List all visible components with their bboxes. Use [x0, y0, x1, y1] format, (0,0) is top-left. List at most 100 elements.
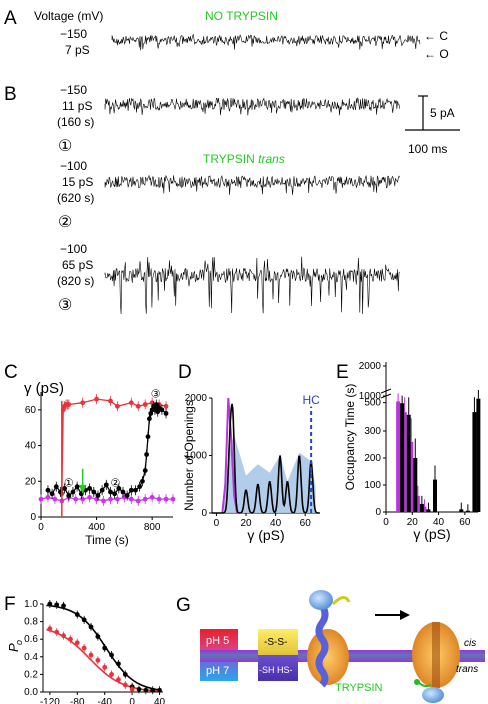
c-red-point [66, 402, 72, 407]
c-purple-point [163, 496, 169, 502]
f-y-tick-label: 0.4 [24, 652, 38, 663]
f-y-tick-label: 0.0 [24, 687, 38, 698]
panel-a-conductance: 7 pS [65, 43, 90, 57]
f-y-tick-label: 0.2 [24, 669, 38, 680]
c-black-point [133, 487, 138, 493]
pore-lumen [432, 622, 440, 688]
f-black-point [61, 603, 66, 609]
cis-label: cis [464, 638, 476, 649]
c-black-point [120, 489, 126, 495]
e-purple-bar [422, 506, 427, 512]
f-y-tick-label: 0.8 [24, 617, 38, 628]
c-purple-point [156, 496, 162, 502]
f-black-point [95, 634, 101, 639]
trypsin-label: TRYPSIN [335, 682, 383, 694]
c-x-tick-label: 800 [144, 522, 161, 533]
f-x-tick-label: -40 [97, 697, 112, 704]
c-black-point [62, 486, 68, 491]
d-x-tick-label: 60 [300, 518, 312, 529]
e-black-bar [426, 509, 431, 512]
trace1-time: (160 s) [57, 115, 94, 129]
c-black-point [87, 486, 93, 491]
panel-a-letter: A [4, 8, 17, 29]
c-black-point [142, 468, 148, 473]
e-x-tick-label: 20 [407, 517, 419, 528]
c-marker-2: ② [110, 478, 120, 490]
disulfide-box [258, 629, 298, 655]
e-black-bar [433, 479, 437, 512]
e-y-tick-label: 200 [364, 453, 381, 464]
scale-current-label: 5 pA [430, 106, 455, 120]
trace2-marker: ② [58, 214, 72, 231]
e-black-bar [459, 509, 464, 512]
panel-b-letter: B [4, 84, 17, 105]
trace3-marker: ③ [58, 297, 72, 314]
f-red-point [109, 672, 114, 677]
panel-a-voltage-header: Voltage (mV) [34, 9, 103, 23]
d-x-label: γ (pS) [247, 527, 284, 543]
c-purple-point [45, 494, 51, 500]
e-black-bar [413, 458, 418, 512]
c-black-point [53, 484, 59, 490]
e-purple-bar [402, 412, 407, 512]
c-black-point [144, 452, 150, 457]
trace1-conductance: 11 pS [62, 99, 92, 113]
c-black-point [124, 493, 130, 498]
trace3-time: (820 s) [57, 274, 94, 288]
f-black-point [122, 672, 128, 677]
ph5-label: pH 5 [206, 635, 229, 647]
c-marker-3: ③ [151, 388, 161, 400]
c-purple-point [142, 496, 148, 502]
thiol-box [258, 655, 298, 681]
f-black-point [143, 687, 149, 693]
panel-c-ylabel: γ (pS) [24, 380, 64, 397]
trypsin-title: TRYPSIN trans [203, 152, 285, 166]
channel-closed-pore [307, 629, 349, 685]
trace2-conductance: 15 pS [62, 175, 93, 189]
c-red-point [115, 403, 120, 409]
c-black-point [103, 482, 109, 488]
f-x-tick-label: 40 [154, 697, 166, 704]
c-black-point [70, 489, 76, 495]
e-black-bar [476, 398, 481, 512]
c-purple-point [87, 494, 93, 500]
panel-e-letter: E [336, 362, 349, 383]
c-y-tick-label: 20 [25, 476, 37, 487]
d-y-tick-label: 0 [201, 508, 207, 519]
released-domain-icon [422, 687, 444, 703]
panel-d-letter: D [178, 362, 192, 383]
chart-c: 0 400 800 0 20 40 60 Time (s) ① ② ③ [25, 388, 176, 547]
e-black-bar [406, 414, 411, 512]
e-y-tick-label: 500 [364, 398, 381, 409]
disulfide-label: -S-S- [264, 637, 287, 648]
f-y-tick-label: 1.0 [24, 599, 38, 610]
c-black-point [99, 487, 105, 493]
c-purple-point [170, 496, 176, 502]
e-purple-bar [409, 441, 414, 512]
ph7-label: pH 7 [206, 665, 229, 677]
thiol-label: -SH HS- [259, 665, 293, 675]
f-y-tick-label: 0.6 [24, 634, 38, 645]
e-black-bar [419, 503, 424, 512]
e-y-tick-label: 100 [364, 480, 381, 491]
f-red-point [102, 664, 108, 670]
c-purple-point [128, 496, 134, 502]
d-black-fit [212, 403, 320, 514]
d-y-tick-label: 1000 [185, 451, 208, 462]
c-black-point [140, 478, 145, 484]
f-black-point [74, 612, 80, 617]
c-x-tick-label: 400 [88, 522, 105, 533]
c-red-point [128, 400, 134, 406]
c-purple-point [52, 496, 58, 502]
f-black-point [54, 602, 60, 608]
c-black-point [112, 491, 118, 497]
e-axis-break-2 [380, 388, 392, 394]
trace3-voltage: −100 [60, 242, 87, 256]
c-purple-point [108, 496, 113, 502]
trace3-conductance: 65 pS [62, 258, 93, 272]
f-black-point [102, 645, 108, 651]
f-black-fit [46, 604, 160, 691]
f-red-point [61, 633, 66, 639]
